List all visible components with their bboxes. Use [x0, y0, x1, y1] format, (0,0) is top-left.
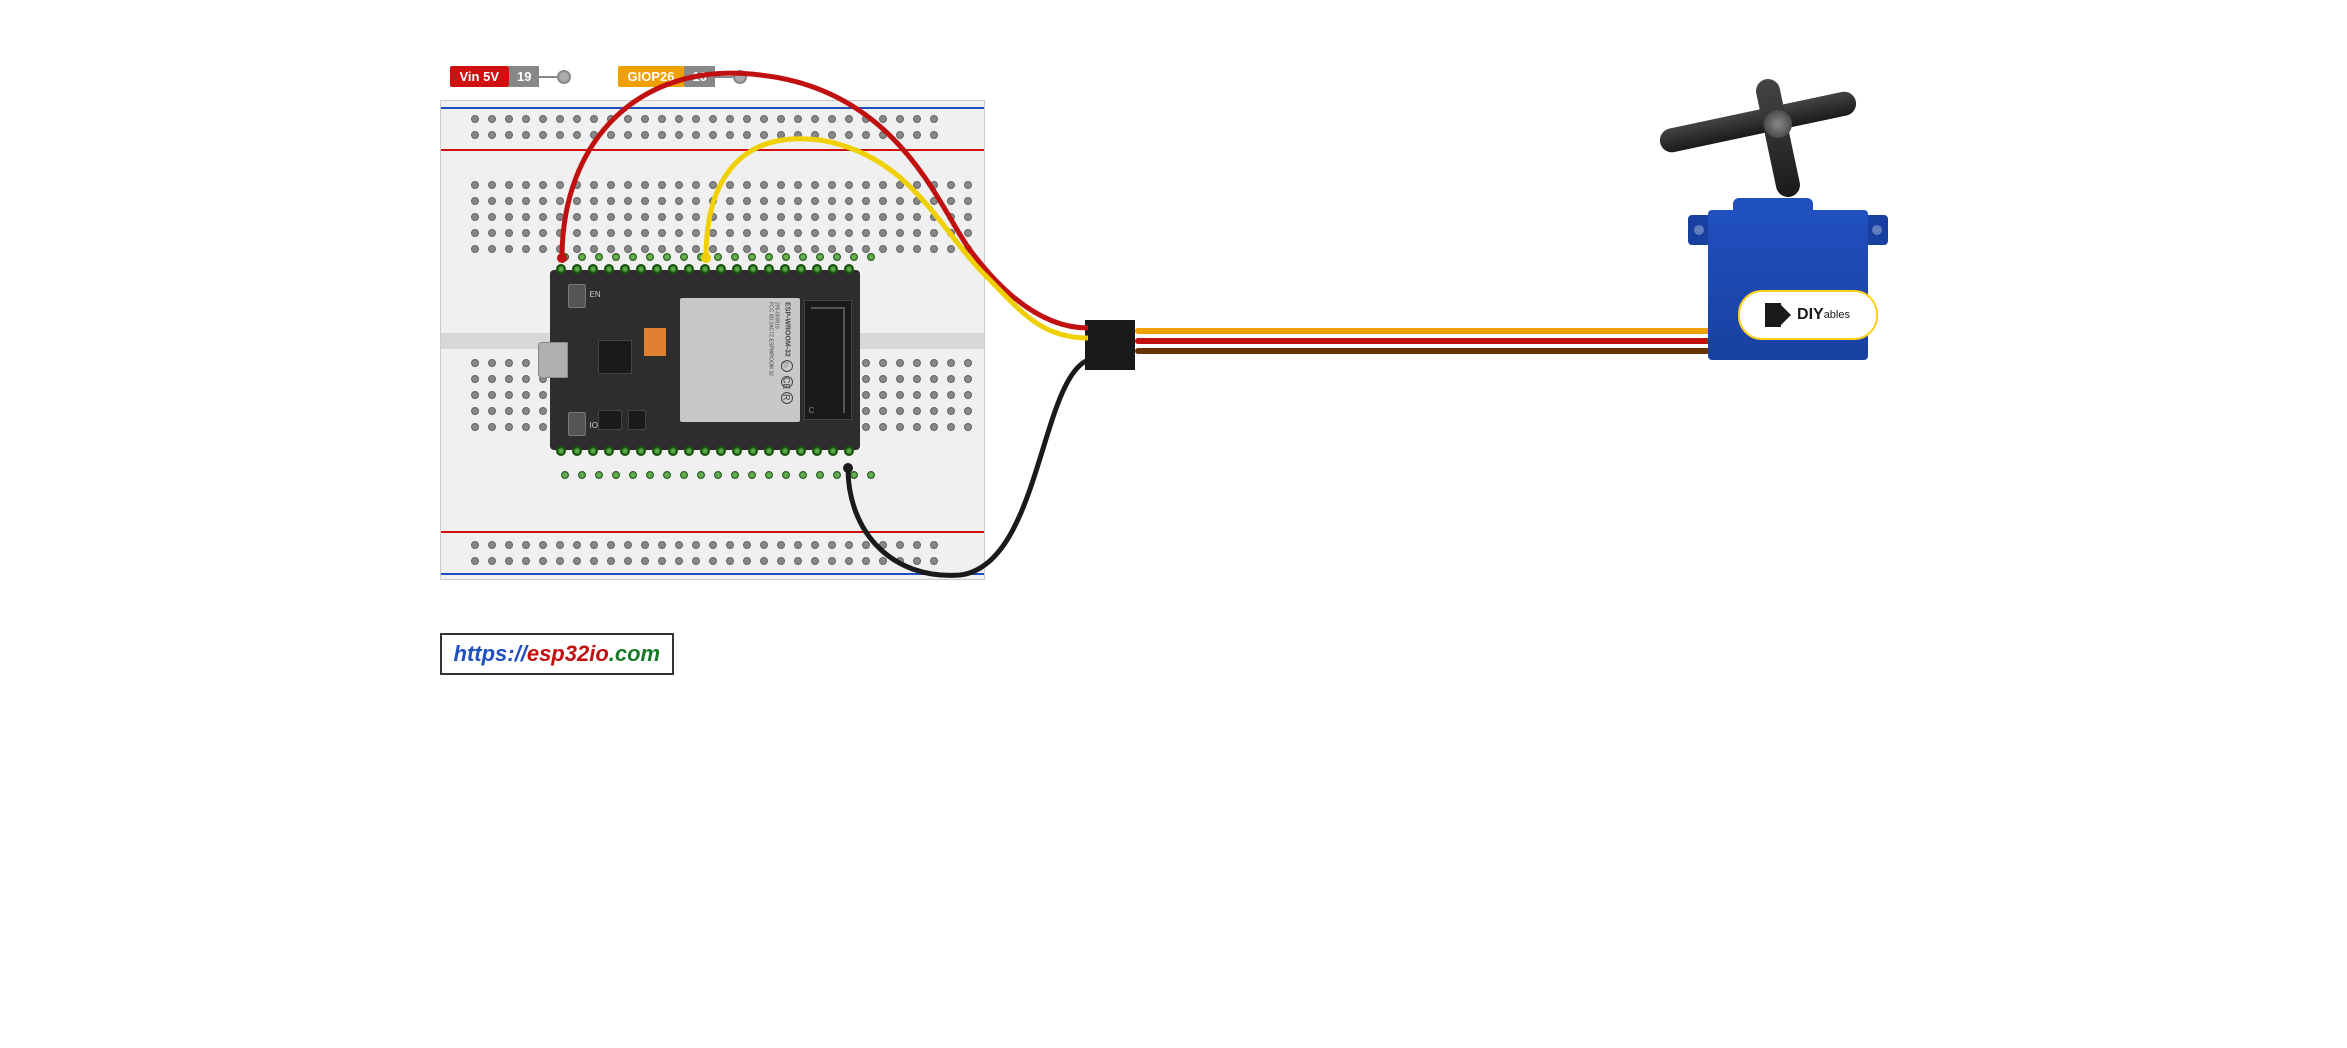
label-giop-num: 10 — [684, 66, 714, 87]
label-vin: Vin 5V 19 — [450, 66, 572, 87]
esp32-pin-strip-top: for(let i=0;i<19;i++)document.write('<sp… — [556, 264, 860, 274]
servo-wire-power — [1135, 338, 1710, 344]
servo-horn-center — [1764, 110, 1792, 138]
esp32-shield-num: 205-000519 — [774, 302, 780, 418]
esp32-antenna-c: C — [809, 406, 815, 415]
source-url: https://esp32io.com — [440, 633, 675, 675]
esp32-capacitor — [644, 328, 666, 356]
label-giop-tag: GIOP26 — [618, 66, 685, 87]
ce-icon: CE — [781, 376, 793, 388]
servo-brand-suffix: ables — [1824, 309, 1850, 321]
servo-wire-ground — [1135, 348, 1710, 354]
servo-horn — [1708, 100, 1888, 200]
esp32-shield-model: ESP-WROOM-32 — [784, 302, 791, 357]
diyables-icon — [1765, 303, 1781, 327]
esp32-pin-strip-bottom: for(let i=0;i<19;i++)document.write('<sp… — [556, 446, 860, 456]
esp32-en-button — [568, 284, 586, 308]
servo-connector — [1085, 320, 1135, 370]
esp32-shield: ESP-WROOM-32 ⌔ CE R 205-000519 FCC 9D:2A… — [680, 298, 800, 422]
servo-wire-signal — [1135, 328, 1710, 334]
wiring-diagram: Vin 5V 19 GIOP26 10 GND 38 for(let i=0;i… — [440, 20, 1908, 675]
fcc-icon: R — [781, 392, 793, 404]
servo-brand-text: DIY — [1797, 306, 1824, 324]
label-giop-dot — [733, 70, 747, 84]
servo-body: DIYables — [1708, 210, 1868, 360]
label-vin-dot — [557, 70, 571, 84]
servo-horn-vertical — [1753, 77, 1801, 199]
wifi-icon: ⌔ — [781, 360, 793, 372]
label-vin-line — [539, 76, 557, 78]
label-vin-num: 19 — [509, 66, 539, 87]
url-mid: esp32io — [527, 641, 609, 666]
servo-brand-label: DIYables — [1738, 290, 1878, 340]
esp32-en-label: EN — [590, 290, 601, 299]
label-vin-tag: Vin 5V — [450, 66, 510, 87]
url-suffix: .com — [609, 641, 660, 666]
servo-top — [1733, 198, 1813, 228]
esp32-io0-button — [568, 412, 586, 436]
esp32-shield-fcc: FCC 9D:2AC7Z-ESPWROOM 32 — [768, 302, 774, 418]
label-giop: GIOP26 10 — [618, 66, 747, 87]
esp32-board: EN IO0 ESP-WROOM-32 ⌔ CE R 205-000519 FC… — [550, 270, 860, 450]
servo-motor: DIYables — [1688, 130, 1888, 360]
esp32-usb-port — [538, 342, 568, 378]
esp32-small-chip-1 — [598, 410, 622, 430]
esp32-small-chip-2 — [628, 410, 646, 430]
esp32-regulator-chip — [598, 340, 632, 374]
url-prefix: https:// — [454, 641, 527, 666]
esp32-antenna: C — [804, 300, 852, 420]
label-giop-line — [715, 76, 733, 78]
